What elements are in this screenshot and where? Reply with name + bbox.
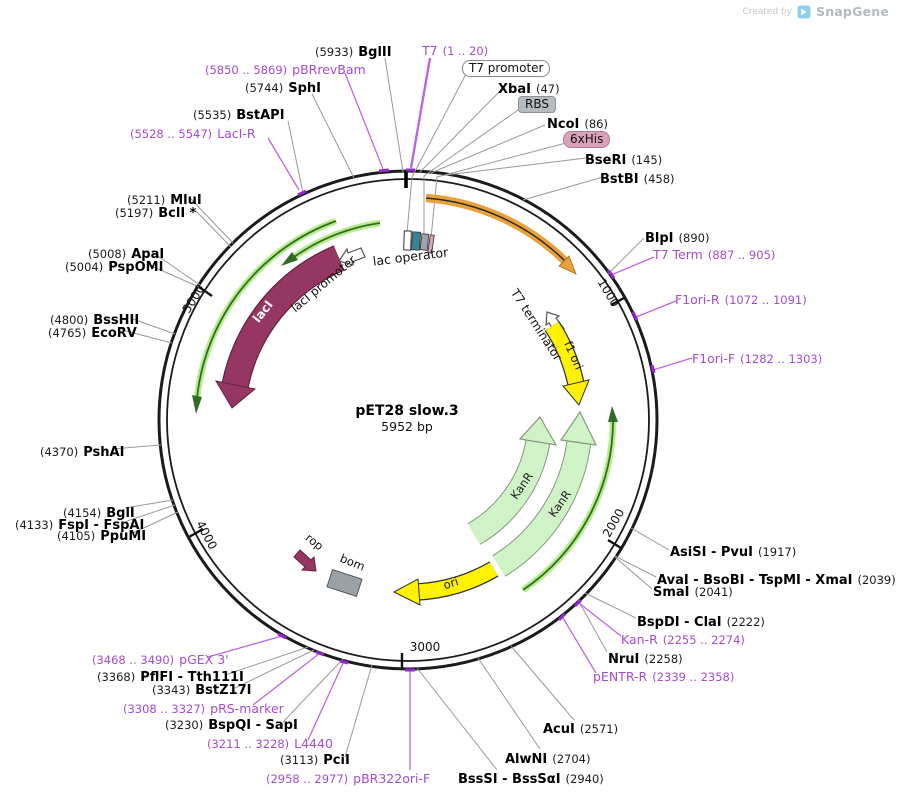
site-label-avai-bsobi-tspmi-xmai[interactable]: AvaI - BsoBI - TspMI - XmaI (2039) [657,573,896,588]
ring-ticks [188,171,625,668]
tick-label-2000: 2000 [600,506,627,539]
snapgene-brand-text: SnapGene [816,4,889,19]
enzyme-leader-lines [111,57,670,771]
site-label-pflfi-tth111i[interactable]: (3368) PflFI - Tth111I [97,670,244,685]
site-label-bsshii[interactable]: (4800) BssHII [50,313,140,328]
site-label-ecorv[interactable]: (4765) EcoRV [48,326,137,341]
site-label-asisi-pvui[interactable]: AsiSI - PvuI (1917) [670,545,797,560]
kanr-arrow-inner[interactable] [467,415,558,545]
rbs-badge[interactable]: RBS [518,96,556,113]
site-label-smai[interactable]: SmaI (2041) [653,585,733,600]
t7-promoter-badge[interactable]: T7 promoter [462,60,551,77]
tick-label-3000: 3000 [410,640,441,654]
primer-label-kan-r[interactable]: Kan-R (2255 .. 2274) [621,632,745,647]
plasmid-size: 5952 bp [381,419,433,434]
plasmid-name: pET28 slow.3 [355,403,459,419]
primer-label-f1ori-r[interactable]: F1ori-R (1072 .. 1091) [675,292,807,307]
site-label-bstbi[interactable]: BstBI (458) [600,172,675,187]
f1-ori-arrow[interactable] [544,321,590,406]
site-label-blpi[interactable]: BlpI (890) [645,231,710,246]
created-by-text: Created by [742,6,792,17]
site-label-ppumi[interactable]: (4105) PpuMI [57,529,147,544]
snapgene-watermark: Created by SnapGene [742,4,889,19]
site-label-acui[interactable]: AcuI (2571) [543,722,619,737]
site-label-bglii[interactable]: (5933) BglII [315,45,392,60]
lac-operator-label[interactable]: lac operator [372,244,450,268]
lac-operator-boxes[interactable] [403,230,435,254]
tick-label-5000: 5000 [180,282,208,315]
site-label-bspdi-clai[interactable]: BspDI - ClaI (2222) [637,615,765,630]
bom-label[interactable]: bom [338,551,367,574]
site-label-bseri[interactable]: BseRI (145) [585,153,663,168]
site-label-bstapi[interactable]: (5535) BstAPI [193,108,285,123]
site-label-ncoi[interactable]: NcoI (86) [547,117,608,132]
primer-label-pbrrevbam[interactable]: (5850 .. 5869) pBRrevBam [205,62,366,77]
site-label-bcli[interactable]: (5197) BclI * [115,206,197,221]
site-label-bstz17i[interactable]: (3343) BstZ17I [152,683,252,698]
primer-label-l4440[interactable]: (3211 .. 3228) L4440 [207,736,333,751]
site-label-xbai[interactable]: XbaI (47) [498,82,560,97]
orf-arrow-left-long[interactable] [192,217,338,414]
gene-arc-orange[interactable] [425,193,577,275]
orf-arrow-left-short[interactable] [281,219,381,266]
site-label-apai[interactable]: (5008) ApaI [88,247,165,262]
primer-leader-lines [207,57,693,770]
primer-label-pgex3[interactable]: (3468 .. 3490) pGEX 3' [92,652,229,667]
site-label-pcii[interactable]: (3113) PciI [280,753,350,768]
lacI-promoter-arrow[interactable] [338,247,366,266]
rop-label[interactable]: rop [303,531,326,554]
orf-arrow-right[interactable] [521,406,618,593]
site-label-sphi[interactable]: (5744) SphI [245,81,322,96]
site-label-mlui[interactable]: (5211) MluI [127,193,202,208]
tick-label-1000: 1000 [595,276,623,309]
site-label-pshai[interactable]: (4370) PshAI [40,445,125,460]
ori-label[interactable]: ori [441,574,460,592]
site-label-nrui[interactable]: NruI (2258) [608,652,683,667]
ori-arrow[interactable] [392,561,499,606]
lacI-arrow[interactable] [214,245,345,409]
kanr-arrow-outer[interactable] [492,410,598,577]
6xhis-badge[interactable]: 6xHis [563,131,611,148]
site-label-bgli[interactable]: (4154) BglI [63,506,135,521]
primer-label-laci-r[interactable]: (5528 .. 5547) LacI-R [130,126,256,141]
primer-label-t7-term[interactable]: T7 Term (887 .. 905) [653,247,776,262]
rop-arrow[interactable] [293,549,317,572]
plasmid-title: pET28 slow.3 5952 bp [355,403,458,434]
site-label-fspi-fspai[interactable]: (4133) FspI - FspAI [15,518,145,533]
bom-box[interactable] [326,569,363,597]
primer-label-f1ori-f[interactable]: F1ori-F (1282 .. 1303) [692,351,823,366]
site-label-bsssi[interactable]: BssSI - BssSαI (2940) [458,772,604,787]
snapgene-logo-icon [797,5,811,18]
site-label-alwni[interactable]: AlwNI (2704) [505,752,591,767]
primer-label-pbr322ori-f[interactable]: (2958 .. 2977) pBR322ori-F [266,771,431,786]
primer-label-prs-marker[interactable]: (3308 .. 3327) pRS-marker [123,701,284,716]
site-label-bspqi-sapi[interactable]: (3230) BspQI - SapI [165,718,298,733]
primer-label-pentr-r[interactable]: pENTR-R (2339 .. 2358) [593,669,735,684]
site-label-pspomi[interactable]: (5004) PspOMI [65,260,164,275]
primer-label-t7[interactable]: T7 (1 .. 20) [422,43,489,58]
